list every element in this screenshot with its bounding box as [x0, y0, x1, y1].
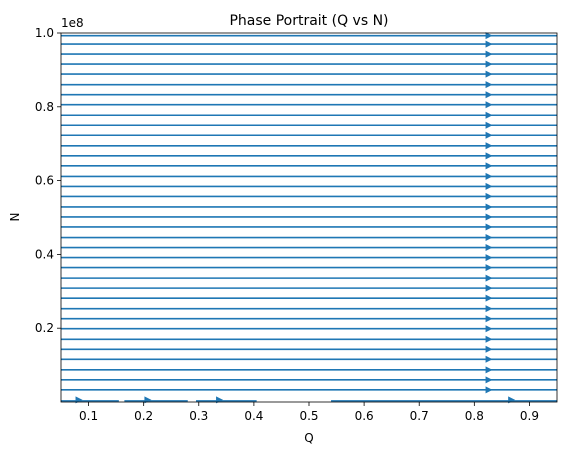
streamline-arrow-12 — [485, 142, 493, 150]
streamline-arrow-25 — [485, 274, 493, 282]
streamline-arrow-27 — [485, 294, 493, 302]
streamline-arrow-26 — [485, 284, 493, 292]
y-axis-label: N — [8, 213, 22, 222]
streamline-arrow-13 — [485, 152, 493, 160]
x-tick-label: 0.6 — [355, 409, 374, 423]
streamline-arrow-36 — [485, 386, 493, 394]
streamline-arrow-20 — [485, 223, 493, 231]
y-tick-label: 1.0 — [35, 26, 54, 40]
x-tick-label: 0.7 — [410, 409, 429, 423]
streamline-arrow-14 — [485, 162, 493, 170]
streamline-arrow-11 — [485, 131, 493, 139]
streamline-arrow-28 — [485, 305, 493, 313]
streamline-arrow-2 — [485, 40, 493, 48]
chart-title: Phase Portrait (Q vs N) — [229, 13, 388, 29]
streamline-arrow-18 — [485, 203, 493, 211]
streamline-arrow-33 — [485, 355, 493, 363]
streamline-arrow-10 — [485, 121, 493, 129]
streamline-arrow-21 — [485, 234, 493, 242]
y-tick-label: 0.8 — [35, 100, 54, 114]
x-tick-label: 0.3 — [189, 409, 208, 423]
streamline-arrow-8 — [485, 101, 493, 109]
streamline-arrow-31 — [485, 335, 493, 343]
streamline-arrow-17 — [485, 192, 493, 200]
streamline-arrow-15 — [485, 172, 493, 180]
streamline-arrow-6 — [485, 81, 493, 89]
streamline-arrow-29 — [485, 315, 493, 323]
plot-area — [61, 32, 557, 404]
y-tick-label: 0.4 — [35, 247, 54, 261]
x-tick-label: 0.1 — [79, 409, 98, 423]
streamline-arrow-19 — [485, 213, 493, 221]
streamline-arrow-5 — [485, 70, 493, 78]
streamline-arrow-3 — [485, 50, 493, 58]
x-axis-ticks: 0.1 0.2 0.3 0.4 0.5 0.6 0.7 0.8 0.9 — [79, 402, 539, 423]
streamline-arrow-16 — [485, 182, 493, 190]
y-axis-ticks: 0.2 0.4 0.6 0.8 1.0 — [35, 26, 61, 335]
streamline-arrow-22 — [485, 244, 493, 252]
x-tick-label: 0.8 — [465, 409, 484, 423]
x-tick-label: 0.2 — [134, 409, 153, 423]
streamline-arrow-4 — [485, 60, 493, 68]
x-tick-label: 0.4 — [244, 409, 263, 423]
plot-frame — [60, 32, 558, 403]
streamline-arrow-24 — [485, 264, 493, 272]
y-tick-label: 0.2 — [35, 321, 54, 335]
streamline-arrow-35 — [485, 376, 493, 384]
x-tick-label: 0.9 — [520, 409, 539, 423]
streamline-arrow-32 — [485, 345, 493, 353]
x-tick-label: 0.5 — [299, 409, 318, 423]
streamline-arrow-1 — [485, 32, 493, 40]
streamline-arrow-34 — [485, 366, 493, 374]
streamline-arrow-30 — [485, 325, 493, 333]
y-offset-label: 1e8 — [61, 16, 84, 30]
y-tick-label: 0.6 — [35, 174, 54, 188]
streamline-arrow-9 — [485, 111, 493, 119]
streamline-arrow-23 — [485, 254, 493, 262]
x-axis-label: Q — [304, 431, 313, 445]
streamline-arrow-7 — [485, 91, 493, 99]
